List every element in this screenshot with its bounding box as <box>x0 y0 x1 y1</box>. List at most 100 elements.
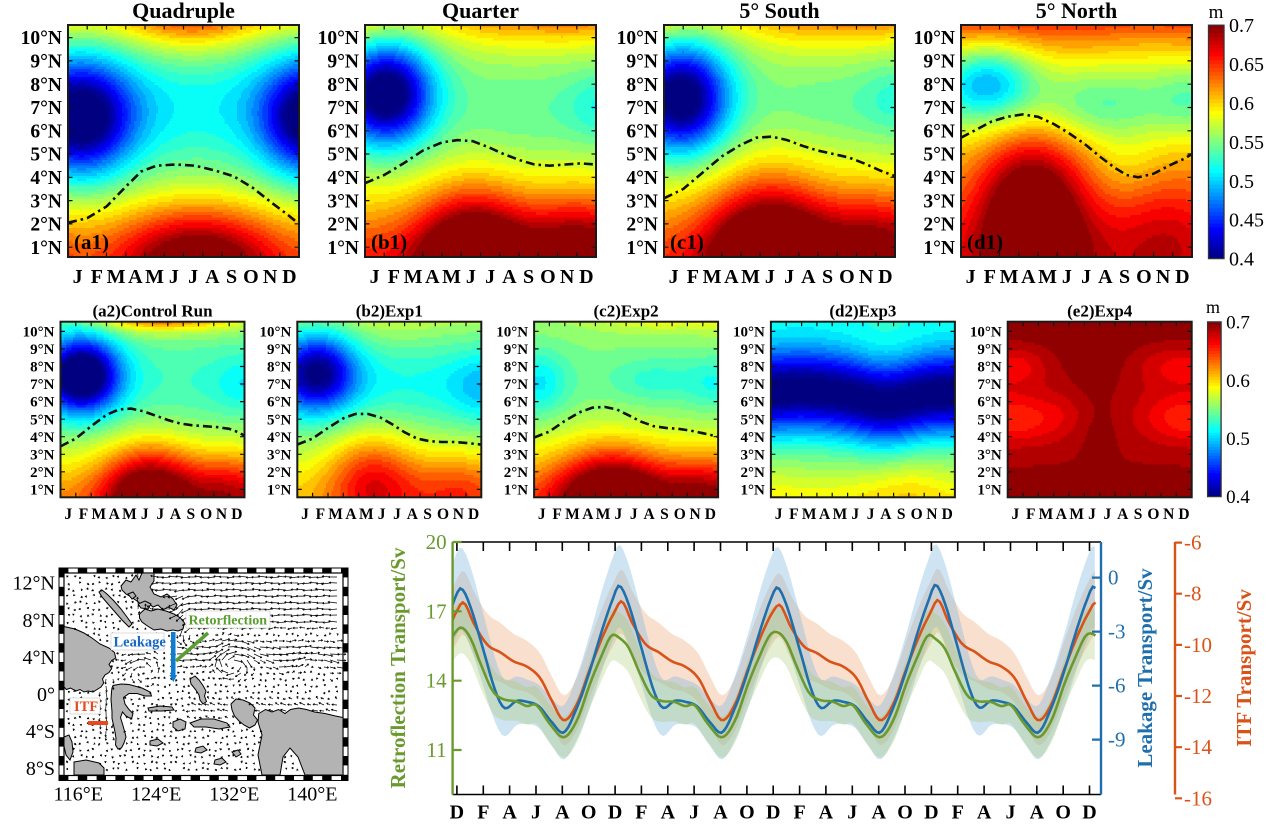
svg-text:O: O <box>540 266 556 288</box>
svg-text:N: N <box>689 506 700 523</box>
svg-text:140°E: 140°E <box>287 784 337 806</box>
svg-text:M: M <box>91 506 106 523</box>
svg-text:8°N: 8°N <box>30 75 62 96</box>
svg-text:N: N <box>453 506 464 523</box>
svg-text:M: M <box>359 506 374 523</box>
svg-text:10°N: 10°N <box>496 325 528 341</box>
svg-text:-3: -3 <box>1108 620 1126 644</box>
svg-text:A: A <box>128 266 143 288</box>
svg-text:6°N: 6°N <box>923 121 955 142</box>
svg-text:8°N: 8°N <box>626 75 658 96</box>
svg-text:0.6: 0.6 <box>1226 371 1250 392</box>
svg-text:J: J <box>64 506 72 523</box>
svg-text:A: A <box>1117 506 1129 523</box>
svg-text:J: J <box>966 266 976 288</box>
svg-text:O: O <box>911 506 923 523</box>
svg-text:Quarter: Quarter <box>442 0 519 23</box>
svg-text:3°N: 3°N <box>626 191 658 212</box>
svg-text:D: D <box>1082 802 1096 824</box>
svg-text:F: F <box>79 506 88 523</box>
svg-text:M: M <box>1039 506 1054 523</box>
svg-text:0.45: 0.45 <box>1229 210 1264 232</box>
svg-text:7°N: 7°N <box>741 377 765 393</box>
svg-text:A: A <box>345 506 357 523</box>
svg-text:D: D <box>579 266 593 288</box>
svg-text:N: N <box>1163 506 1174 523</box>
svg-text:4°N: 4°N <box>23 647 55 669</box>
svg-text:-9: -9 <box>1108 728 1126 752</box>
svg-text:O: O <box>581 802 597 824</box>
svg-text:N: N <box>560 266 575 288</box>
svg-text:4°N: 4°N <box>504 430 528 446</box>
svg-text:M: M <box>703 266 722 288</box>
svg-text:(b2)Exp1: (b2)Exp1 <box>356 302 423 321</box>
svg-text:M: M <box>802 506 817 523</box>
svg-text:M: M <box>565 506 580 523</box>
svg-text:3°N: 3°N <box>30 191 62 212</box>
svg-text:10°N: 10°N <box>970 325 1002 341</box>
svg-text:9°N: 9°N <box>504 342 528 358</box>
svg-text:A: A <box>502 802 517 824</box>
svg-text:8°N: 8°N <box>23 610 55 632</box>
svg-text:10°N: 10°N <box>733 325 765 341</box>
svg-text:J: J <box>847 802 857 824</box>
svg-text:6°N: 6°N <box>30 395 54 411</box>
svg-text:N: N <box>926 506 937 523</box>
svg-text:J: J <box>784 266 794 288</box>
svg-text:20: 20 <box>426 530 447 554</box>
svg-text:4°N: 4°N <box>267 430 291 446</box>
svg-text:4°N: 4°N <box>977 430 1001 446</box>
svg-text:4°N: 4°N <box>741 430 765 446</box>
svg-text:J: J <box>1104 506 1112 523</box>
svg-text:J: J <box>73 266 83 288</box>
svg-text:116°E: 116°E <box>53 784 102 806</box>
svg-text:F: F <box>952 802 964 824</box>
svg-text:5°N: 5°N <box>30 145 62 166</box>
svg-text:A: A <box>880 506 892 523</box>
svg-text:M: M <box>833 506 848 523</box>
svg-text:5°N: 5°N <box>30 412 54 428</box>
svg-text:9°N: 9°N <box>626 52 658 73</box>
svg-text:1°N: 1°N <box>626 238 658 259</box>
svg-text:5°N: 5°N <box>923 145 955 166</box>
svg-text:M: M <box>596 506 611 523</box>
svg-text:9°N: 9°N <box>30 342 54 358</box>
svg-text:A: A <box>109 506 121 523</box>
svg-text:ITF Transport/Sv: ITF Transport/Sv <box>1232 589 1256 747</box>
svg-text:8°N: 8°N <box>923 75 955 96</box>
svg-text:M: M <box>741 266 760 288</box>
svg-text:N: N <box>263 266 278 288</box>
svg-text:F: F <box>635 802 647 824</box>
svg-text:S: S <box>226 266 237 288</box>
svg-text:M: M <box>145 266 164 288</box>
svg-text:J: J <box>630 506 638 523</box>
svg-text:F: F <box>316 506 325 523</box>
svg-text:J: J <box>466 266 476 288</box>
svg-text:M: M <box>328 506 343 523</box>
svg-text:O: O <box>200 506 212 523</box>
svg-text:10°N: 10°N <box>23 325 55 341</box>
svg-text:10°N: 10°N <box>259 325 291 341</box>
svg-text:J: J <box>775 506 783 523</box>
svg-text:F: F <box>388 266 400 288</box>
svg-text:1°N: 1°N <box>923 238 955 259</box>
svg-text:8°N: 8°N <box>977 360 1001 376</box>
svg-text:-14: -14 <box>1184 735 1212 759</box>
svg-text:F: F <box>789 506 798 523</box>
svg-text:9°N: 9°N <box>267 342 291 358</box>
svg-text:J: J <box>141 506 149 523</box>
svg-text:O: O <box>437 506 449 523</box>
svg-text:8°S: 8°S <box>26 758 55 780</box>
svg-text:A: A <box>170 506 182 523</box>
svg-text:ITF: ITF <box>74 699 98 715</box>
svg-text:M: M <box>1038 266 1057 288</box>
svg-text:4°N: 4°N <box>30 168 62 189</box>
svg-text:-16: -16 <box>1184 786 1212 810</box>
svg-text:9°N: 9°N <box>30 52 62 73</box>
svg-text:5°N: 5°N <box>327 145 359 166</box>
svg-text:S: S <box>822 266 833 288</box>
svg-text:J: J <box>1012 506 1020 523</box>
svg-text:S: S <box>897 506 906 523</box>
svg-text:7°N: 7°N <box>327 98 359 119</box>
svg-text:O: O <box>674 506 686 523</box>
